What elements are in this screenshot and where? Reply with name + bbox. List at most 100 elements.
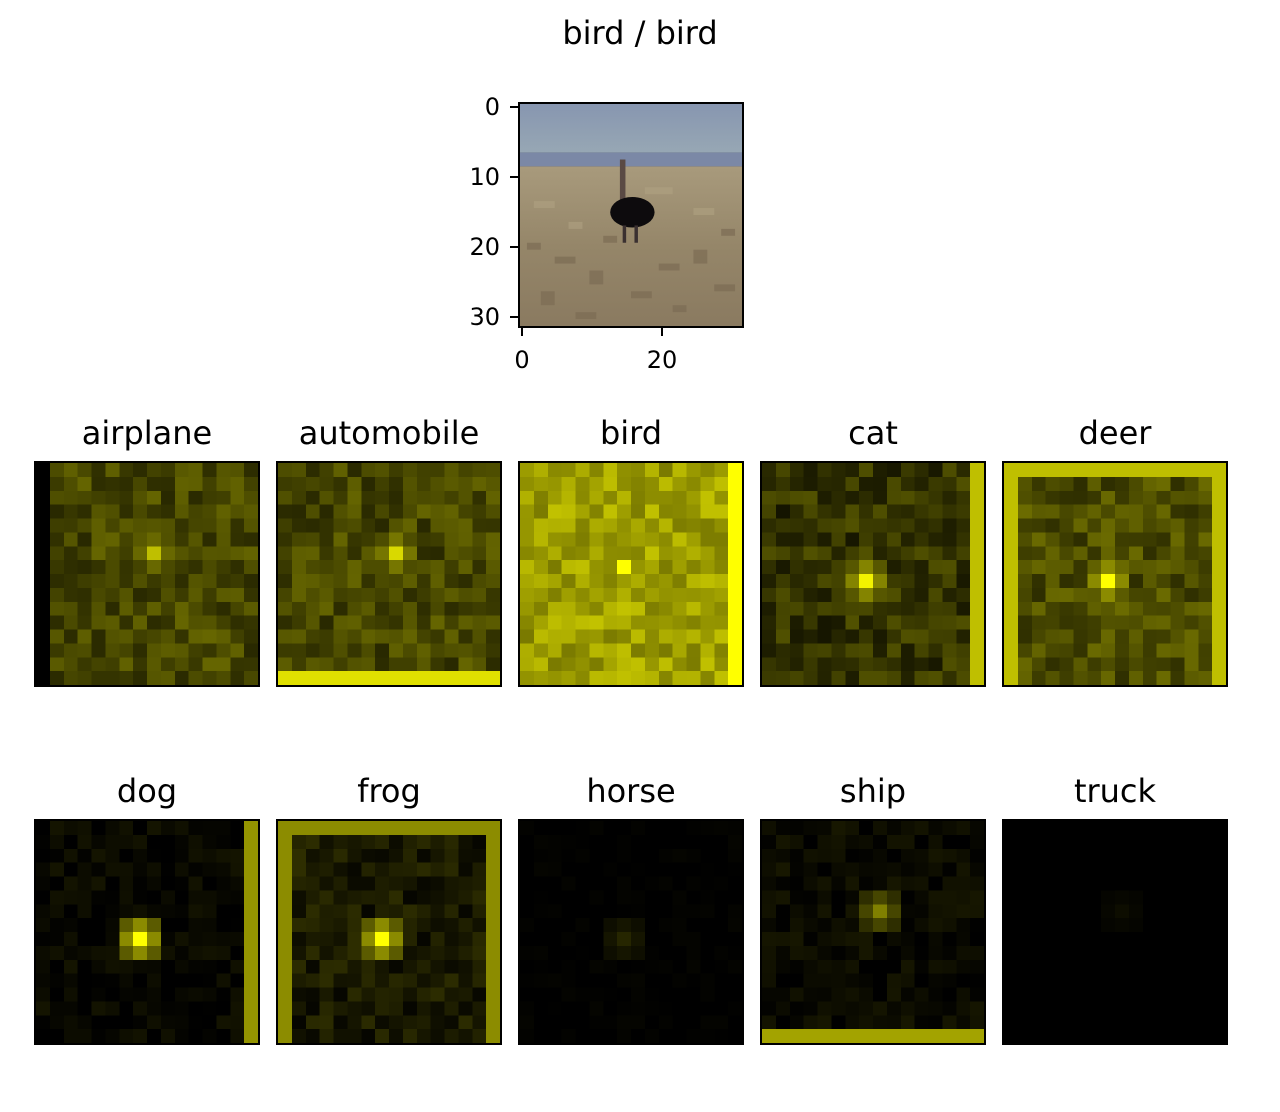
heatmap-cell (617, 643, 631, 658)
heatmap-cell (305, 890, 320, 905)
heatmap-cell (375, 973, 389, 988)
heatmap-cell (533, 587, 548, 602)
heatmap-cell (762, 560, 776, 574)
heatmap-cell (1059, 1001, 1074, 1016)
heatmap-cell (859, 1015, 873, 1030)
heatmap-cell (244, 615, 258, 630)
heatmap-cell (762, 463, 776, 477)
heatmap-cell (458, 560, 473, 574)
heatmap-cell (644, 1015, 659, 1030)
heatmap-cell (789, 463, 804, 477)
heatmap-cell (1115, 1001, 1129, 1016)
heatmap-cell (1184, 643, 1199, 658)
heatmap-cell (644, 560, 659, 574)
heatmap-cell (928, 973, 943, 988)
heatmap-cell (119, 973, 134, 988)
heatmap-cell (561, 629, 576, 644)
heatmap-cell (914, 643, 929, 658)
heatmap-cell (347, 629, 362, 644)
heatmap-cell (77, 1029, 92, 1043)
heatmap-cell (1128, 476, 1143, 491)
heatmap-cell (91, 574, 106, 588)
heatmap-cell (1004, 821, 1018, 835)
heatmap-cell (914, 463, 929, 477)
heatmap-cell (1101, 904, 1115, 919)
heatmap-cell (1212, 518, 1226, 533)
heatmap-cell (942, 987, 957, 1002)
heatmap-cell (1184, 546, 1199, 561)
heatmap-cell (873, 463, 887, 477)
heatmap-cell (1142, 1029, 1157, 1043)
heatmap-cell (1115, 601, 1129, 616)
heatmap-cell (1045, 987, 1060, 1002)
heatmap-cell (133, 959, 147, 974)
heatmap-cell (458, 862, 473, 877)
heatmap-cell (886, 945, 901, 960)
heatmap-cell (1045, 490, 1060, 505)
heatmap-cell (831, 546, 846, 561)
heatmap-cell (188, 918, 203, 932)
heatmap-cell (105, 463, 120, 477)
heatmap-cell (942, 1015, 957, 1030)
heatmap-cell (1073, 904, 1088, 919)
heatmap-cell (49, 959, 64, 974)
heatmap-cell (575, 890, 590, 905)
heatmap-cell (486, 862, 500, 877)
heatmap-cell (575, 574, 590, 588)
heatmap-cell (575, 945, 590, 960)
heatmap-cell (347, 504, 362, 519)
heatmap-cell (1184, 476, 1199, 491)
heatmap-cell (119, 615, 134, 630)
heatmap-cell (775, 601, 790, 616)
heatmap-cell (416, 615, 431, 630)
heatmap-cell (1115, 546, 1129, 561)
heatmap-cell (644, 932, 659, 946)
heatmap-cell (216, 959, 231, 974)
heatmap-cell (91, 671, 106, 685)
heatmap-cell (1045, 945, 1060, 960)
heatmap-cell (430, 890, 445, 905)
heatmap-cell (1059, 671, 1074, 685)
heatmap-cell (928, 546, 943, 561)
heatmap-cell (319, 574, 334, 588)
heatmap-cell (1115, 615, 1129, 630)
heatmap-cell (970, 546, 984, 561)
heatmap-cell (430, 490, 445, 505)
heatmap-cell (36, 973, 50, 988)
heatmap-cell (174, 834, 189, 849)
heatmap-cell (91, 1015, 106, 1030)
heatmap-cell (375, 657, 389, 672)
heatmap-cell (1031, 945, 1046, 960)
heatmap-cell (845, 1015, 860, 1030)
heatmap-cell (589, 574, 604, 588)
heatmap-cell (63, 532, 78, 547)
heatmap-cell (714, 629, 729, 644)
heatmap-cell (1115, 876, 1129, 891)
heatmap-cell (700, 643, 715, 658)
heatmap-cell (202, 643, 217, 658)
heatmap-cell (575, 1015, 590, 1030)
heatmap-cell (1128, 629, 1143, 644)
heatmap-cell (333, 629, 348, 644)
heatmap-cell (775, 821, 790, 835)
heatmap-cell (817, 918, 832, 932)
heatmap-cell (119, 490, 134, 505)
heatmap-cell (174, 862, 189, 877)
heatmap-cell (644, 973, 659, 988)
heatmap-cell (430, 848, 445, 863)
heatmap-cell (700, 1015, 715, 1030)
heatmap-cell (859, 587, 873, 602)
heatmap-cell (942, 821, 957, 835)
heatmap-cell (216, 587, 231, 602)
heatmap-cell (631, 574, 645, 588)
heatmap-cell (402, 615, 417, 630)
heatmap-cell (617, 987, 631, 1002)
heatmap-cell (956, 643, 971, 658)
heatmap-cell (291, 476, 306, 491)
heatmap-cell (389, 890, 403, 905)
heatmap-cell (589, 671, 604, 685)
heatmap-cell (1087, 973, 1102, 988)
heatmap-cell (1115, 987, 1129, 1002)
heatmap-cell (886, 987, 901, 1002)
heatmap-cell (188, 560, 203, 574)
